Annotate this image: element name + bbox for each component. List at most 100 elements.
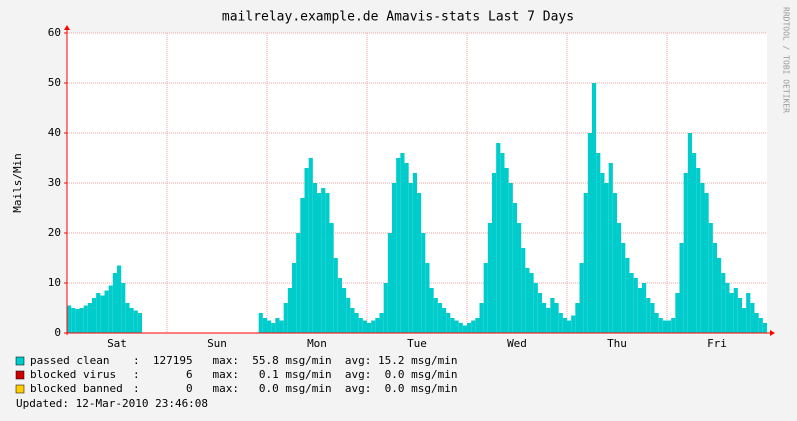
bar	[471, 320, 476, 333]
bar	[79, 308, 84, 333]
bar	[621, 243, 626, 333]
bar	[325, 193, 330, 333]
bar	[67, 305, 72, 333]
x-arrow	[770, 330, 775, 336]
bar	[446, 313, 451, 333]
bar	[317, 193, 322, 333]
bar	[504, 168, 509, 333]
bar	[612, 193, 617, 333]
bar	[587, 133, 592, 333]
bar	[383, 283, 388, 333]
bar	[658, 318, 663, 333]
bar	[725, 283, 730, 333]
bar	[704, 193, 709, 333]
bar	[346, 298, 351, 333]
legend-name: blocked virus	[30, 368, 116, 381]
chart-title: mailrelay.example.de Amavis-stats Last 7…	[222, 10, 574, 25]
bar	[83, 305, 88, 333]
bar	[262, 318, 267, 333]
bar	[679, 243, 684, 333]
y-tick-label: 50	[48, 76, 61, 89]
bar	[521, 248, 526, 333]
bar	[496, 143, 501, 333]
bar	[608, 163, 613, 333]
side-text: RRDTOOL / TOBI OETIKER	[782, 7, 791, 113]
bar	[375, 318, 380, 333]
bar	[275, 318, 280, 333]
updated: Updated: 12-Mar-2010 23:46:08	[16, 397, 208, 410]
bar	[687, 133, 692, 333]
y-tick-label: 30	[48, 176, 61, 189]
bar	[387, 233, 392, 333]
legend-swatch	[15, 370, 25, 380]
bar	[392, 183, 397, 333]
bar	[117, 265, 122, 333]
y-tick-label: 10	[48, 276, 61, 289]
bar	[671, 318, 676, 333]
bar	[292, 263, 297, 333]
bar	[308, 158, 313, 333]
bar	[417, 193, 422, 333]
bar	[454, 320, 459, 333]
bar	[646, 298, 651, 333]
bar	[742, 308, 747, 333]
bar	[571, 315, 576, 333]
bar	[617, 223, 622, 333]
legend-name: blocked banned	[30, 382, 123, 395]
legend-stats: : 6 max: 0.1 msg/min avg: 0.0 msg/min	[133, 368, 458, 381]
bar	[333, 258, 338, 333]
bar	[475, 318, 480, 333]
bar	[529, 273, 534, 333]
bar	[296, 233, 301, 333]
bar	[271, 323, 276, 333]
bar	[421, 233, 426, 333]
bar	[675, 293, 680, 333]
bar	[629, 273, 634, 333]
bar	[342, 288, 347, 333]
legend-swatch	[15, 356, 25, 366]
bar	[625, 258, 630, 333]
bar	[512, 203, 517, 333]
bar	[304, 168, 309, 333]
bar	[592, 83, 597, 333]
bar	[604, 183, 609, 333]
bar	[600, 173, 605, 333]
bar	[379, 313, 384, 333]
bar	[508, 183, 513, 333]
bar	[575, 303, 580, 333]
x-tick-label: Thu	[607, 337, 627, 350]
bar	[762, 323, 767, 333]
bar	[125, 303, 130, 333]
bar	[367, 323, 372, 333]
bar	[546, 308, 551, 333]
y-tick-label: 0	[54, 326, 61, 339]
legend-stats: : 0 max: 0.0 msg/min avg: 0.0 msg/min	[133, 382, 458, 395]
legend-stats: : 127195 max: 55.8 msg/min avg: 15.2 msg…	[133, 354, 458, 367]
bar	[462, 325, 467, 333]
bar	[425, 263, 430, 333]
bar	[567, 320, 572, 333]
bar	[400, 153, 405, 333]
bar	[437, 303, 442, 333]
bar	[100, 295, 105, 333]
bar	[129, 308, 134, 333]
bar	[654, 313, 659, 333]
y-tick-label: 20	[48, 226, 61, 239]
bar	[492, 173, 497, 333]
bar	[396, 158, 401, 333]
bar	[642, 283, 647, 333]
bar	[404, 163, 409, 333]
bar	[279, 320, 284, 333]
bar	[733, 288, 738, 333]
bar	[312, 183, 317, 333]
bar	[596, 153, 601, 333]
bar	[283, 303, 288, 333]
bar	[104, 290, 109, 333]
bar	[579, 263, 584, 333]
bar	[429, 288, 434, 333]
bar	[729, 293, 734, 333]
bar	[433, 298, 438, 333]
y-arrow	[64, 25, 70, 30]
bar	[321, 188, 326, 333]
